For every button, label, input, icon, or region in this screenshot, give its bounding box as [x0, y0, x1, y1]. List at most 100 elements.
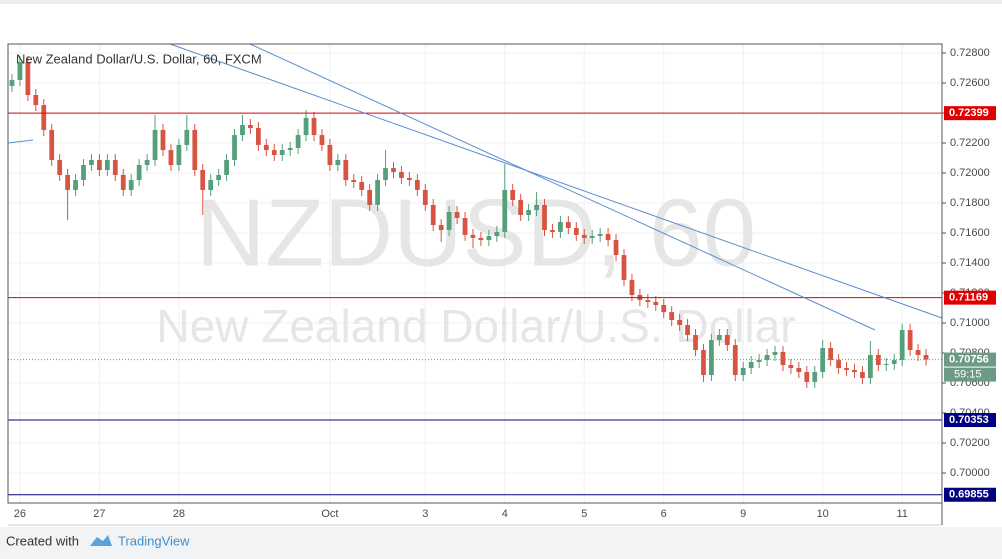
- candle-body: [677, 320, 683, 325]
- candle-body: [772, 351, 778, 355]
- candle-body: [359, 182, 365, 190]
- candle-body: [184, 129, 190, 145]
- footer-text: Created with: [6, 533, 79, 548]
- candle-body: [764, 354, 770, 361]
- footer-brand[interactable]: TradingView: [118, 533, 190, 548]
- candle-body: [422, 189, 428, 205]
- candle-body: [311, 117, 317, 136]
- level-label-box: [944, 413, 996, 428]
- candle-body: [271, 150, 277, 155]
- candle-body: [454, 212, 460, 218]
- x-tick-label: Oct: [321, 508, 338, 520]
- candle-body: [462, 218, 468, 235]
- y-tick-label: 0.70200: [950, 437, 990, 449]
- candle-body: [494, 231, 500, 236]
- candle-body: [168, 150, 174, 166]
- x-tick-label: 5: [581, 508, 587, 520]
- y-tick-label: 0.72000: [950, 167, 990, 179]
- candle-body: [430, 204, 436, 226]
- candle-body: [709, 339, 714, 376]
- candle-body: [240, 125, 245, 136]
- candle-body: [518, 200, 524, 215]
- candle-body: [565, 222, 571, 229]
- candle-body: [152, 129, 158, 160]
- candle-body: [852, 369, 857, 373]
- candle-body: [128, 180, 134, 190]
- candle-body: [621, 255, 627, 280]
- candle-body: [335, 159, 341, 166]
- candle-body: [756, 360, 762, 362]
- candle-body: [367, 189, 373, 205]
- level-label: 0.70353: [949, 414, 989, 426]
- candle-body: [414, 180, 420, 190]
- candle-body: [828, 348, 834, 361]
- y-tick-label: 0.72600: [950, 77, 990, 89]
- y-tick-label: 0.71600: [950, 227, 990, 239]
- x-tick-label: 3: [422, 508, 428, 520]
- y-tick-label: 0.72800: [950, 47, 990, 59]
- candle-body: [915, 350, 921, 355]
- candle-body: [629, 279, 635, 295]
- candle-body: [724, 335, 730, 346]
- candle-body: [120, 174, 126, 190]
- candle-body: [89, 159, 94, 166]
- chart-title: New Zealand Dollar/U.S. Dollar, 60, FXCM: [16, 51, 262, 66]
- candle-body: [804, 372, 810, 382]
- candle-body: [263, 144, 269, 151]
- candle-body: [796, 368, 802, 373]
- candle-body: [383, 168, 388, 181]
- countdown: 59:15: [954, 369, 982, 381]
- axis-labels: 0.728000.726000.724000.722000.720000.718…: [14, 47, 996, 520]
- candle-body: [343, 159, 349, 181]
- candle-body: [669, 312, 675, 320]
- candle-body: [899, 330, 905, 361]
- candle-body: [542, 204, 547, 230]
- watermark: NZDUSD, 60: [196, 179, 756, 286]
- candle-body: [550, 230, 555, 232]
- x-tick-label: 26: [14, 508, 26, 520]
- candle-body: [820, 348, 826, 373]
- candle-body: [279, 150, 285, 155]
- candle-body: [883, 363, 889, 365]
- candle-body: [868, 354, 873, 379]
- last-price-box: [944, 352, 996, 367]
- candle-body: [319, 135, 325, 145]
- candle-body: [57, 159, 63, 175]
- candle-body: [438, 225, 444, 230]
- candle-body: [589, 236, 595, 238]
- candle-body: [581, 234, 587, 238]
- candle-body: [605, 234, 611, 241]
- candle-body: [597, 234, 603, 236]
- level-label: 0.69855: [949, 489, 989, 501]
- candle-body: [407, 177, 412, 181]
- candle-body: [49, 129, 55, 160]
- level-label-box: [944, 487, 996, 502]
- candle-body: [860, 372, 865, 379]
- footer-bar: [0, 527, 1002, 559]
- candle-body: [160, 129, 166, 151]
- watermark-subtitle: New Zealand Dollar/U.S. Dollar: [156, 300, 795, 352]
- candle-body: [486, 236, 492, 241]
- candles: [8, 56, 942, 496]
- candle-body: [836, 360, 841, 368]
- level-label: 0.71169: [949, 292, 988, 304]
- trendline: [7, 139, 34, 144]
- candle-body: [701, 350, 706, 376]
- candle-body: [478, 237, 484, 241]
- x-tick-label: 6: [661, 508, 667, 520]
- candle-body: [732, 345, 738, 376]
- candle-body: [375, 180, 380, 205]
- candle-body: [740, 368, 746, 376]
- candle-body: [327, 144, 333, 166]
- x-tick-label: 9: [740, 508, 746, 520]
- candle-body: [693, 335, 698, 350]
- candle-body: [613, 240, 619, 256]
- candle-body: [73, 180, 78, 190]
- candle-body: [9, 80, 15, 86]
- candle-body: [661, 305, 667, 313]
- candle-body: [446, 212, 452, 230]
- candle-body: [81, 165, 86, 181]
- candle-body: [303, 117, 309, 136]
- candle-body: [351, 180, 357, 182]
